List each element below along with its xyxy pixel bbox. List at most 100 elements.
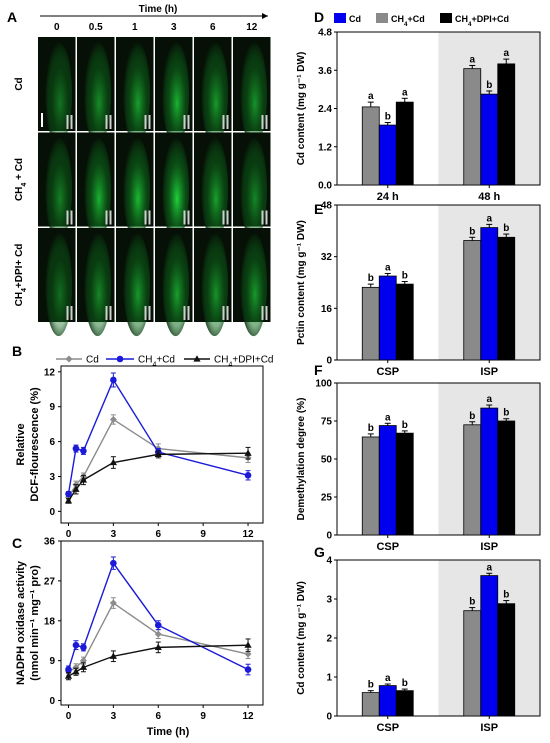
- legend-text-dpi: CH4+DPI+Cd: [214, 355, 274, 369]
- scale-mark: [144, 115, 147, 129]
- y-axis-label: Cd content (mg g⁻¹ DW): [296, 581, 307, 695]
- root-tip-fluorescence: [240, 137, 268, 241]
- x-category-label: CSP: [376, 366, 399, 378]
- root-tip-fluorescence: [240, 41, 268, 146]
- bar: [378, 275, 397, 361]
- root-tip-fluorescence: [84, 137, 112, 241]
- bar: [378, 685, 397, 717]
- significance-letter: a: [503, 48, 509, 59]
- root-tip-fluorescence: [123, 232, 151, 337]
- y-tick-label: 18: [44, 616, 56, 627]
- y-tick-label: 48: [321, 201, 333, 212]
- root-tip-fluorescence: [162, 232, 190, 337]
- y-tick-label: 0: [326, 712, 332, 723]
- x-tick-label: 0: [66, 711, 72, 722]
- data-point: [64, 672, 73, 679]
- x-category-label: 24 h: [377, 191, 399, 203]
- y-axis-label: Cd content (mg g⁻¹ DW): [296, 52, 307, 166]
- data-point: [79, 663, 88, 670]
- y-tick-label: 75: [321, 417, 333, 428]
- x-tick-label: 3: [111, 529, 117, 540]
- scale-mark: [66, 306, 69, 320]
- y-tick-label: 2: [326, 634, 332, 645]
- time-label-0.5: 0.5: [89, 22, 103, 33]
- data-point: [80, 644, 87, 651]
- panel-a-time-title: Time (h): [139, 4, 178, 15]
- scale-mark: [109, 115, 112, 129]
- scale-mark: [187, 210, 190, 225]
- data-point: [110, 559, 117, 567]
- data-point: [244, 650, 252, 658]
- bar: [361, 692, 380, 717]
- scale-mark: [109, 306, 112, 320]
- scale-mark: [105, 306, 108, 320]
- data-point: [64, 497, 73, 504]
- scale-mark: [70, 306, 73, 320]
- significance-letter: b: [402, 271, 408, 282]
- y-tick-label: 0: [326, 356, 332, 367]
- bar: [378, 425, 397, 536]
- x-category-label: CSP: [376, 541, 399, 553]
- y-tick-label: 1: [326, 673, 332, 684]
- significance-letter: b: [503, 408, 509, 419]
- root-tip-fluorescence: [201, 232, 229, 337]
- x-tick-label: 9: [200, 529, 206, 540]
- series-line-1: [67, 561, 249, 671]
- y-tick-label: 3: [49, 472, 55, 483]
- panel-g-label: G: [314, 544, 325, 560]
- scale-mark: [70, 210, 73, 225]
- scale-mark: [70, 115, 73, 129]
- bar: [463, 424, 482, 536]
- scale-mark: [226, 306, 229, 320]
- x-category-label: ISP: [480, 366, 498, 378]
- significance-letter: a: [385, 673, 391, 684]
- y-axis-label: Demethylation degree (%): [296, 398, 307, 521]
- scale-mark: [66, 210, 69, 225]
- data-point: [154, 630, 162, 638]
- y-axis-label: Pctin content (mg g⁻¹ DW): [296, 220, 307, 345]
- root-tip-fluorescence: [201, 41, 229, 146]
- bar: [361, 286, 380, 361]
- scale-mark: [265, 115, 268, 129]
- bar: [497, 236, 516, 361]
- scale-mark: [265, 210, 268, 225]
- y-tick-label: 50: [321, 455, 333, 466]
- y-tick-label: 3: [326, 595, 332, 606]
- row-label-2: CH4+DPI+ Cd: [14, 244, 28, 307]
- time-label-0: 0: [54, 22, 60, 33]
- significance-letter: b: [385, 112, 391, 123]
- row-label-0: Cd: [14, 77, 25, 90]
- y-tick-label: 2.4: [318, 104, 332, 115]
- legend-swatch-dpi: [440, 13, 452, 23]
- scale-mark: [105, 115, 108, 129]
- x-tick-label: 6: [155, 711, 161, 722]
- y-tick-label: 25: [321, 493, 333, 504]
- bar: [497, 603, 516, 717]
- panel-a-label: A: [7, 9, 17, 25]
- data-point: [109, 415, 117, 423]
- legend-marker-dpi: [193, 355, 201, 362]
- data-point: [244, 449, 252, 456]
- bar: [480, 575, 499, 717]
- scale-mark: [144, 306, 147, 320]
- bar: [395, 283, 414, 361]
- scale-mark: [183, 115, 186, 129]
- y-tick-label: 0: [326, 531, 332, 542]
- root-tip-fluorescence: [123, 137, 151, 241]
- significance-letter: a: [486, 213, 492, 224]
- y-tick-label: 9: [49, 402, 55, 413]
- significance-letter: b: [503, 590, 509, 601]
- data-point: [72, 667, 80, 675]
- root-tip-fluorescence: [162, 41, 190, 146]
- significance-letter: a: [469, 54, 475, 65]
- data-point: [110, 376, 117, 384]
- data-point: [244, 666, 252, 673]
- x-tick-label: 6: [155, 529, 161, 540]
- row-label-1: CH4 + Cd: [14, 158, 28, 201]
- bar: [497, 63, 516, 186]
- y-tick-label: 0.0: [318, 181, 332, 192]
- scale-mark: [66, 115, 69, 129]
- data-point: [109, 599, 117, 607]
- bar: [378, 124, 397, 186]
